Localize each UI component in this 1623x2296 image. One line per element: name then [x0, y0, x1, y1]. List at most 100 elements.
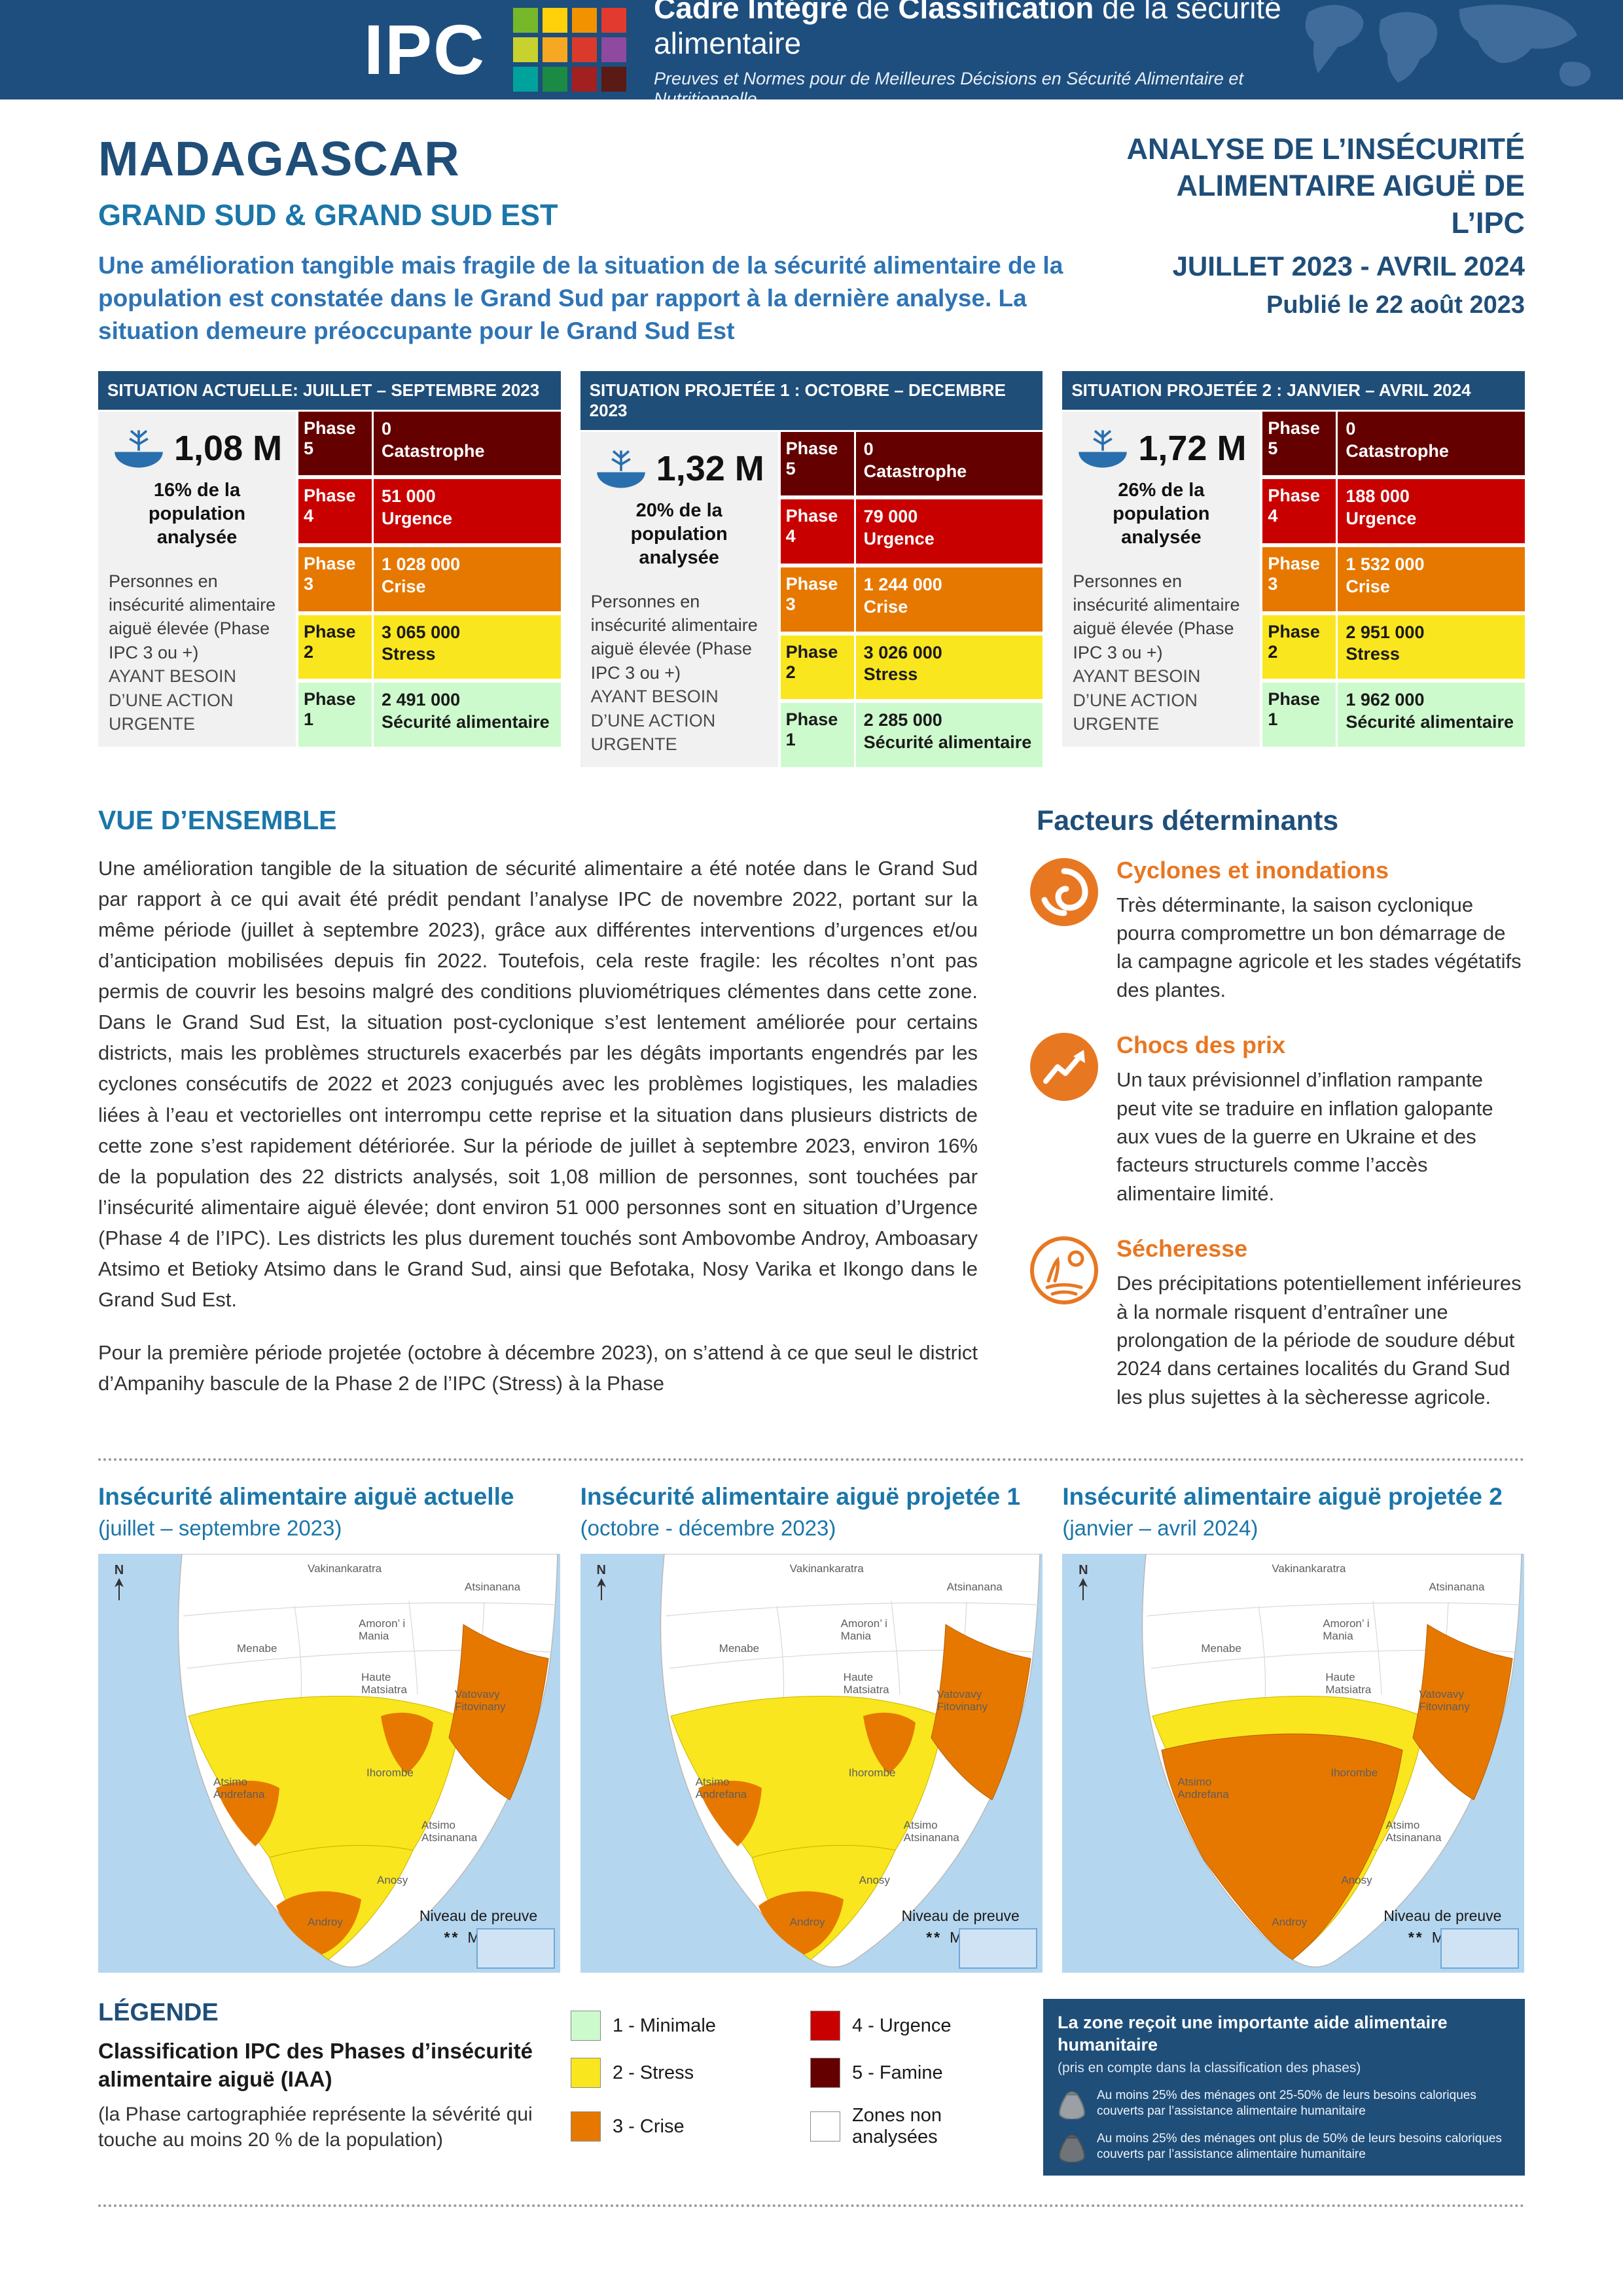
- intro-right: ANALYSE DE L’INSÉCURITÉ ALIMENTAIRE AIGU…: [1106, 131, 1525, 348]
- map-region-label: Amoron’ i Mania: [840, 1617, 887, 1642]
- population-headline: 1,32 M: [656, 448, 764, 488]
- map-region-label: Vakinankaratra: [789, 1562, 864, 1575]
- food-sack-icon: [1058, 2091, 1086, 2119]
- population-summary: 1,32 M 20% de la population analysée Per…: [580, 431, 778, 767]
- map-region-label: Vatovavy Fitovinany: [936, 1688, 988, 1713]
- map-title: Insécurité alimentaire aiguë actuelle: [98, 1483, 514, 1511]
- not-analyzed-swatch: [810, 2111, 840, 2142]
- aid-box-title: La zone reçoit une importante aide alime…: [1058, 2013, 1448, 2054]
- logo-square: [543, 37, 568, 62]
- maps-section: Insécurité alimentaire aiguë actuelle (j…: [0, 1461, 1623, 1973]
- map-region-label: Ihorombe: [366, 1767, 414, 1780]
- summary-paragraph: Une amélioration tangible mais fragile d…: [98, 252, 1063, 344]
- aid-row: Au moins 25% des ménages ont plus de 50%…: [1058, 2131, 1510, 2162]
- panel-body: 1,72 M 26% de la population analysée Per…: [1062, 411, 1525, 747]
- world-map-icon: [1305, 5, 1591, 87]
- map-region-label: Anosy: [859, 1874, 890, 1887]
- logo-square: [601, 67, 627, 92]
- panel-title: SITUATION ACTUELLE: JUILLET – SEPTEMBRE …: [98, 370, 561, 410]
- factors-heading: Facteurs déterminants: [1037, 804, 1339, 836]
- phase-table: Phase 5 0 Catastrophe Phase 4 79 000 Urgence…: [780, 431, 1043, 767]
- evidence-stars-icon: **: [1408, 1929, 1424, 1946]
- map-region-label: Atsimo Andrefana: [695, 1776, 747, 1801]
- map-region-label: Ihorombe: [848, 1767, 896, 1780]
- food-sack-icon: [1058, 2134, 1086, 2162]
- phase-value: 1 028 000 Crise: [374, 547, 561, 611]
- body-columns: VUE D’ENSEMBLE Une amélioration tangible…: [0, 767, 1623, 1439]
- phase-row: Phase 5 0 Catastrophe: [298, 411, 561, 476]
- population-headline: 1,08 M: [174, 428, 283, 468]
- map-region-label: Haute Matsiatra: [361, 1671, 407, 1696]
- logo-square: [572, 37, 597, 62]
- analysis-title: ANALYSE DE L’INSÉCURITÉ ALIMENTAIRE AIGU…: [1126, 132, 1525, 240]
- aid-row-text: Au moins 25% des ménages ont plus de 50%…: [1097, 2131, 1502, 2161]
- logo-square: [513, 67, 539, 92]
- phase-table: Phase 5 0 Catastrophe Phase 4 51 000 Urgence…: [298, 411, 561, 747]
- legend-heading: LÉGENDE: [98, 1999, 219, 2027]
- phase-label: Phase 3: [1262, 547, 1336, 611]
- phase-value: 0 Catastrophe: [374, 411, 561, 476]
- phase5-swatch: [810, 2058, 840, 2089]
- map-projected-1: Vakinankaratra Atsinanana Amoron’ i Mani…: [580, 1554, 1043, 1973]
- phase-label: Phase 1: [298, 683, 372, 747]
- phase-label: Phase 1: [780, 703, 854, 767]
- map-region-label: Vakinankaratra: [1272, 1562, 1346, 1575]
- phase4-swatch: [810, 2011, 840, 2041]
- header-title-part: Cadre Intégré: [654, 0, 848, 25]
- population-need: AYANT BESOIN D’UNE ACTION URGENTE: [590, 687, 719, 755]
- phase-label: Phase 2: [1262, 615, 1336, 679]
- price-shock-icon: [1030, 1033, 1098, 1102]
- population-desc: Personnes en insécurité alimentaire aigu…: [109, 571, 276, 662]
- wheat-bowl-icon: [1079, 429, 1128, 468]
- phase-value: 0 Catastrophe: [1338, 411, 1525, 476]
- header-bar: IPC Cadre Intégré de Classification de l…: [0, 0, 1623, 99]
- panel-body: 1,08 M 16% de la population analysée Per…: [98, 411, 561, 747]
- map-projected-2: Vakinankaratra Atsinanana Amoron’ i Mani…: [1062, 1554, 1525, 1973]
- map-region-label: Menabe: [237, 1642, 277, 1655]
- situation-panel-current: SITUATION ACTUELLE: JUILLET – SEPTEMBRE …: [98, 370, 561, 767]
- evidence-stars-icon: **: [926, 1929, 942, 1946]
- population-percent: 16% de la population analysée: [148, 479, 246, 548]
- header-title: Cadre Intégré de Classification de la sé…: [654, 0, 1347, 61]
- population-need: AYANT BESOIN D’UNE ACTION URGENTE: [109, 666, 237, 734]
- country-title: MADAGASCAR: [98, 132, 460, 186]
- map-region-label: Menabe: [1201, 1642, 1241, 1655]
- phase-value: 3 026 000 Stress: [855, 635, 1043, 700]
- header-title-part: de: [847, 0, 899, 25]
- factor-title: Sécheresse: [1116, 1235, 1248, 1263]
- bottom-divider: [98, 2204, 1525, 2207]
- legend-item-famine: 5 - Famine: [810, 2058, 1024, 2089]
- phase-value: 3 065 000 Stress: [374, 615, 561, 679]
- analysis-period: JUILLET 2023 - AVRIL 2024: [1172, 250, 1525, 281]
- phase-value: 2 491 000 Sécurité alimentaire: [374, 683, 561, 747]
- header-title-part: Classification: [898, 0, 1094, 25]
- map-region-label: Anosy: [377, 1874, 408, 1887]
- logo-square: [601, 37, 627, 62]
- evidence-stars-icon: **: [444, 1929, 460, 1946]
- population-need: AYANT BESOIN D’UNE ACTION URGENTE: [1073, 666, 1201, 734]
- aid-row-text: Au moins 25% des ménages ont 25-50% de l…: [1097, 2088, 1476, 2118]
- phase-value: 1 244 000 Crise: [855, 567, 1043, 632]
- factor-title: Cyclones et inondations: [1116, 856, 1389, 884]
- map-region-label: Anosy: [1341, 1874, 1372, 1887]
- situation-panel-projected-1: SITUATION PROJETÉE 1 : OCTOBRE – DECEMBR…: [580, 370, 1043, 767]
- aid-row: Au moins 25% des ménages ont 25-50% de l…: [1058, 2088, 1510, 2119]
- phase-value: 79 000 Urgence: [855, 499, 1043, 564]
- map-period: (janvier – avril 2024): [1062, 1516, 1258, 1541]
- drought-icon: [1030, 1236, 1098, 1305]
- map-current: Vakinankaratra Atsinanana Amoron’ i Mani…: [98, 1554, 560, 1973]
- humanitarian-aid-box: La zone reçoit une importante aide alime…: [1043, 1999, 1525, 2176]
- phase-row: Phase 4 188 000 Urgence: [1262, 479, 1525, 543]
- map-region-label: Haute Matsiatra: [1325, 1671, 1372, 1696]
- north-arrow-icon: N: [114, 1563, 124, 1604]
- section-divider: [98, 1458, 1525, 1462]
- population-desc: Personnes en insécurité alimentaire aigu…: [590, 591, 758, 683]
- map-projected2-column: Insécurité alimentaire aiguë projetée 2 …: [1062, 1483, 1525, 1973]
- population-headline: 1,72 M: [1138, 428, 1247, 468]
- legend-item-non-analysees: Zones non analysées: [810, 2105, 1024, 2148]
- intro-left: MADAGASCAR GRAND SUD & GRAND SUD EST Une…: [98, 131, 1067, 348]
- published-date: Publié le 22 août 2023: [1266, 291, 1525, 319]
